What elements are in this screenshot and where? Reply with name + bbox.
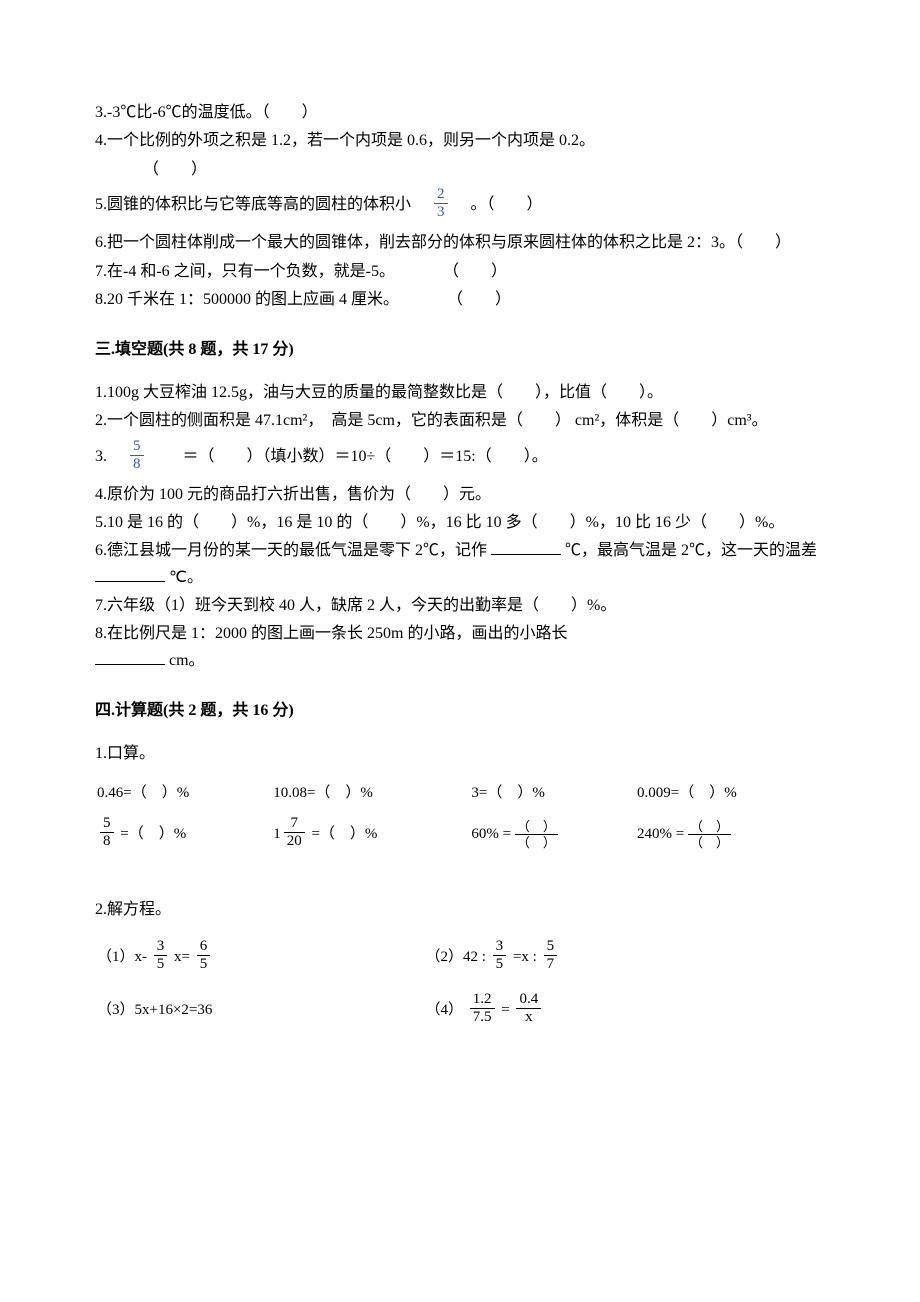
- fraction-blank: （ ） （ ）: [688, 820, 731, 849]
- frac-den: 5: [154, 956, 168, 972]
- frac-den: （ ）: [515, 835, 558, 849]
- fraction-5-7: 5 7: [544, 939, 558, 972]
- section3-title: 三.填空题(共 8 题，共 17 分): [95, 337, 825, 363]
- frac-num: 0.4: [516, 992, 541, 1009]
- eq-cell: （1）x- 3 5 x= 6 5: [95, 931, 424, 984]
- calc-table: 0.46=（ ）% 10.08=（ ）% 3=（ ）% 0.009=（ ）% 5…: [95, 775, 825, 857]
- eq-text: （4）: [426, 1002, 464, 1018]
- table-row: 0.46=（ ）% 10.08=（ ）% 3=（ ）% 0.009=（ ）%: [95, 775, 825, 812]
- frac-den: 5: [493, 956, 507, 972]
- frac-den: 20: [284, 833, 305, 849]
- eq-text: =x :: [513, 949, 541, 965]
- frac-num: 1.2: [470, 992, 495, 1009]
- eq-cell: （2）42 : 3 5 =x : 5 7: [424, 931, 826, 984]
- calc-cell: 10.08=（ ）%: [271, 775, 469, 812]
- frac-num: 3: [493, 939, 507, 956]
- eq-text: x=: [174, 949, 194, 965]
- calc-text: 60% =: [471, 826, 511, 842]
- calc-cell: 3=（ ）%: [469, 775, 635, 812]
- table-row: （3）5x+16×2=36 （4） 1.2 7.5 = 0.4 x: [95, 984, 825, 1037]
- judge-q5-after: 。（ ）: [455, 196, 543, 213]
- fill-q8-before: 8.在比例尺是 1：2000 的图上画一条长 250m 的小路，画出的小路长: [95, 625, 567, 642]
- fill-q8: 8.在比例尺是 1：2000 的图上画一条长 250m 的小路，画出的小路长 c…: [95, 621, 825, 674]
- calc-text: =（ ）%: [120, 826, 186, 842]
- judge-q8: 8.20 千米在 1：500000 的图上应画 4 厘米。 （ ）: [95, 287, 825, 313]
- judge-q3: 3.-3℃比-6℃的温度低。（ ）: [95, 100, 825, 126]
- eq-text: =: [501, 1002, 513, 1018]
- eq-cell: （3）5x+16×2=36: [95, 984, 424, 1037]
- calc-q1: 1.口算。: [95, 741, 825, 767]
- blank-line: [491, 539, 561, 555]
- fraction-5-8: 5 8: [130, 439, 144, 472]
- frac-den: 8: [100, 833, 114, 849]
- fraction-6-5: 6 5: [197, 939, 211, 972]
- calc-cell: 0.009=（ ）%: [635, 775, 825, 812]
- frac-den: 3: [434, 204, 448, 220]
- frac-num: 5: [130, 439, 144, 456]
- frac-den: 8: [130, 456, 144, 472]
- eq-text: （1）x-: [97, 949, 151, 965]
- fraction-7-20: 7 20: [284, 816, 305, 849]
- table-row: 5 8 =（ ）% 1 7 20 =（ ）% 60% = （ ） （ ） 240…: [95, 812, 825, 857]
- section4-title: 四.计算题(共 2 题，共 16 分): [95, 698, 825, 724]
- frac-den: 5: [197, 956, 211, 972]
- calc-text: 240% =: [637, 826, 684, 842]
- calc-cell: 1 7 20 =（ ）%: [271, 812, 469, 857]
- fraction-3-5: 3 5: [154, 939, 168, 972]
- calc-q2: 2.解方程。: [95, 897, 825, 923]
- fill-q6: 6.德江县城一月份的某一天的最低气温是零下 2℃，记作 ℃，最高气温是 2℃，这…: [95, 538, 825, 591]
- frac-num: 6: [197, 939, 211, 956]
- judge-q4-line2: （ ）: [95, 157, 825, 183]
- frac-num: 7: [284, 816, 305, 833]
- judge-q6: 6.把一个圆柱体削成一个最大的圆锥体，削去部分的体积与原来圆柱体的体积之比是 2…: [95, 230, 825, 256]
- frac-num: 3: [154, 939, 168, 956]
- frac-num: 5: [100, 816, 114, 833]
- calc-cell: 60% = （ ） （ ）: [469, 812, 635, 857]
- fill-q6-mid: ℃，最高气温是 2℃，这一天的温差: [565, 542, 817, 559]
- frac-num: （ ）: [515, 820, 558, 835]
- fill-q6-before: 6.德江县城一月份的某一天的最低气温是零下 2℃，记作: [95, 542, 487, 559]
- calc-cell: 240% = （ ） （ ）: [635, 812, 825, 857]
- eq-cell: （4） 1.2 7.5 = 0.4 x: [424, 984, 826, 1037]
- fraction-0p4-x: 0.4 x: [516, 992, 541, 1025]
- judge-q5: 5.圆锥的体积比与它等底等高的圆柱的体积小 2 3 。（ ）: [95, 189, 825, 222]
- fraction-1p2-7p5: 1.2 7.5: [470, 992, 495, 1025]
- table-row: （1）x- 3 5 x= 6 5 （2）42 : 3 5 =x : 5 7: [95, 931, 825, 984]
- calc-text: =（ ）%: [311, 826, 377, 842]
- fill-q6-after: ℃。: [169, 569, 203, 586]
- judge-q7: 7.在-4 和-6 之间，只有一个负数，就是-5。 （ ）: [95, 259, 825, 285]
- fill-q3: 3. 5 8 ＝（ ）（填小数）＝10÷（ ）＝15:（ ）。: [95, 441, 825, 474]
- fill-q2: 2.一个圆柱的侧面积是 47.1cm²， 高是 5cm，它的表面积是（ ） cm…: [95, 408, 825, 434]
- fill-q4: 4.原价为 100 元的商品打六折出售，售价为（ ）元。: [95, 482, 825, 508]
- fraction-3-5: 3 5: [493, 939, 507, 972]
- eq-text: （2）42 :: [426, 949, 490, 965]
- fill-q7: 7.六年级（1）班今天到校 40 人，缺席 2 人，今天的出勤率是（ ）%。: [95, 593, 825, 619]
- fill-q5: 5.10 是 16 的（ ）%，16 是 10 的（ ）%，16 比 10 多（…: [95, 510, 825, 536]
- frac-den: 7.5: [470, 1009, 495, 1025]
- frac-den: （ ）: [688, 835, 731, 849]
- fill-q8-after: cm。: [169, 652, 205, 669]
- fraction-5-8: 5 8: [100, 816, 114, 849]
- judge-q5-before: 5.圆锥的体积比与它等底等高的圆柱的体积小: [95, 196, 427, 213]
- blank-line: [95, 566, 165, 582]
- mixed-int: 1: [273, 826, 281, 842]
- fraction-2-3: 2 3: [434, 187, 448, 220]
- calc-cell: 0.46=（ ）%: [95, 775, 271, 812]
- equation-table: （1）x- 3 5 x= 6 5 （2）42 : 3 5 =x : 5 7: [95, 931, 825, 1037]
- fill-q3-after: ＝（ ）（填小数）＝10÷（ ）＝15:（ ）。: [151, 448, 548, 465]
- judge-q4-line1: 4.一个比例的外项之积是 1.2，若一个内项是 0.6，则另一个内项是 0.2。: [95, 128, 825, 154]
- frac-den: 7: [544, 956, 558, 972]
- blank-line: [95, 649, 165, 665]
- frac-num: 2: [434, 187, 448, 204]
- frac-num: 5: [544, 939, 558, 956]
- frac-den: x: [516, 1009, 541, 1025]
- frac-num: （ ）: [688, 820, 731, 835]
- fill-q1: 1.100g 大豆榨油 12.5g，油与大豆的质量的最简整数比是（ ），比值（ …: [95, 380, 825, 406]
- fill-q3-before: 3.: [95, 448, 123, 465]
- calc-cell: 5 8 =（ ）%: [95, 812, 271, 857]
- fraction-blank: （ ） （ ）: [515, 820, 558, 849]
